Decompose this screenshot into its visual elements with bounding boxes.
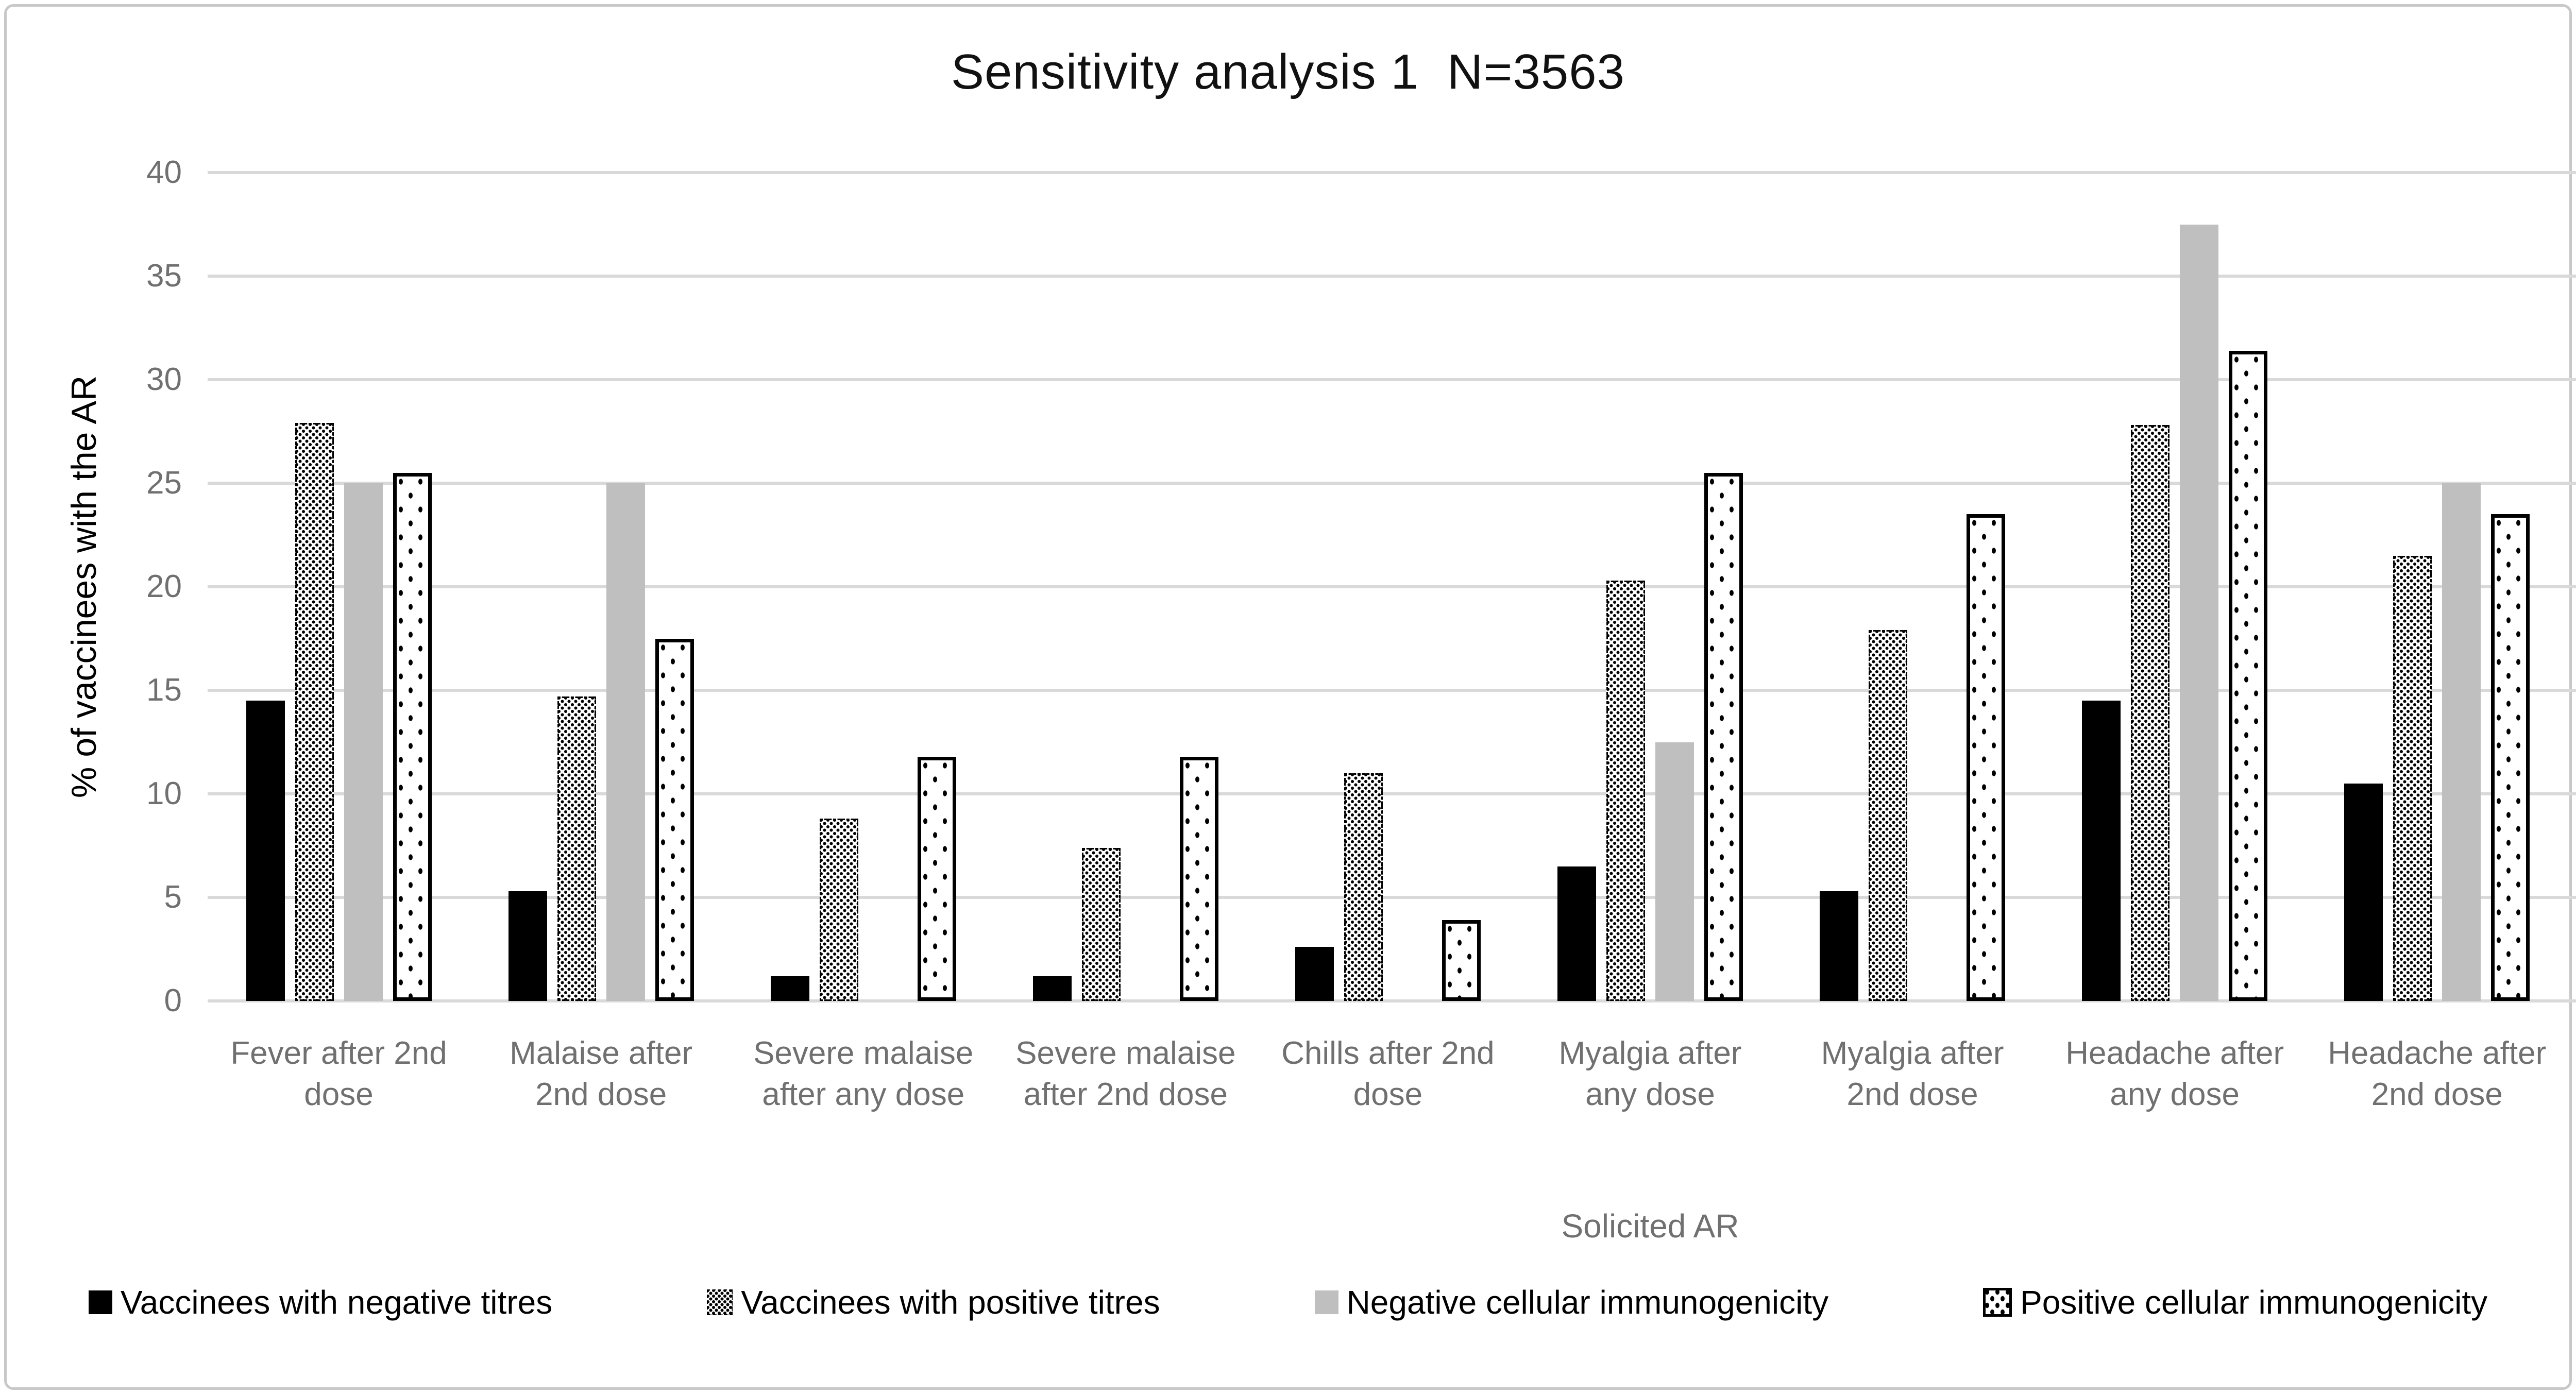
bar-series3-cat6 xyxy=(1655,742,1694,1001)
gridline-40 xyxy=(208,171,2576,174)
legend-item-label: Positive cellular immunogenicity xyxy=(2020,1284,2488,1321)
bar-series2-cat9 xyxy=(2393,555,2432,1001)
gridline-0 xyxy=(208,999,2576,1002)
chart-title: Sensitivity analysis 1 N=3563 xyxy=(951,44,1625,99)
bar-series4-cat7 xyxy=(1967,514,2006,1001)
bar-series1-cat3 xyxy=(770,976,809,1001)
y-tick-label-30: 30 xyxy=(146,362,182,397)
y-tick-label-15: 15 xyxy=(146,672,182,708)
x-tick-label-cat5: Chills after 2nd dose xyxy=(1281,1035,1495,1112)
x-axis-title: Solicited AR xyxy=(1561,1208,1739,1245)
bar-series2-cat1 xyxy=(295,423,334,1001)
bar-series2-cat2 xyxy=(557,696,596,1001)
gridline-35 xyxy=(208,275,2576,278)
bar-series2-cat3 xyxy=(819,819,858,1001)
legend-item-series2: Vaccinees with positive titres xyxy=(707,1283,1160,1321)
bar-series4-cat3 xyxy=(917,756,956,1001)
legend: Vaccinees with negative titres Vaccinees … xyxy=(7,1283,2569,1321)
legend-item-label: Vaccinees with negative titres xyxy=(120,1284,553,1321)
dotted-square-swatch-icon xyxy=(707,1289,733,1315)
bar-series1-cat6 xyxy=(1557,866,1596,1001)
legend-item-series3: Negative cellular immunogenicity xyxy=(1314,1283,1829,1321)
bar-series1-cat8 xyxy=(2082,701,2121,1001)
chart-frame: Sensitivity analysis 1 N=3563 % of vacci… xyxy=(4,4,2576,1390)
x-axis-tick-labels: Fever after 2nd dose Malaise after 2nd do… xyxy=(208,1033,2576,1187)
bar-series3-cat8 xyxy=(2180,224,2219,1001)
bar-series2-cat5 xyxy=(1344,773,1383,1001)
y-tick-label-20: 20 xyxy=(146,569,182,604)
bar-series4-cat5 xyxy=(1442,920,1481,1001)
x-tick-label-cat7: Myalgia after 2nd dose xyxy=(1821,1035,2004,1112)
outlined-dotted-square-swatch-icon xyxy=(1983,1288,2012,1317)
y-tick-label-25: 25 xyxy=(146,465,182,501)
legend-item-label: Negative cellular immunogenicity xyxy=(1346,1284,1829,1321)
gridline-30 xyxy=(208,378,2576,381)
bar-series1-cat1 xyxy=(246,701,285,1001)
x-tick-label-cat1: Fever after 2nd dose xyxy=(230,1035,447,1112)
bar-series1-cat2 xyxy=(508,891,547,1001)
bar-series3-cat1 xyxy=(344,483,383,1001)
gridline-20 xyxy=(208,585,2576,588)
bar-series3-cat2 xyxy=(606,483,645,1001)
bar-series1-cat9 xyxy=(2344,783,2383,1001)
y-tick-label-10: 10 xyxy=(146,776,182,811)
bar-series4-cat8 xyxy=(2229,350,2268,1001)
bar-series4-cat4 xyxy=(1179,756,1218,1001)
bar-series1-cat4 xyxy=(1032,976,1072,1001)
gray-square-swatch-icon xyxy=(1314,1290,1338,1314)
gridline-25 xyxy=(208,482,2576,485)
y-tick-label-5: 5 xyxy=(164,879,182,915)
y-tick-label-0: 0 xyxy=(164,983,182,1018)
bar-series2-cat4 xyxy=(1081,847,1121,1001)
legend-item-label: Vaccinees with positive titres xyxy=(741,1284,1160,1321)
x-tick-label-cat3: Severe malaise after any dose xyxy=(753,1035,974,1112)
bar-series4-cat6 xyxy=(1704,472,1743,1001)
gridline-10 xyxy=(208,792,2576,795)
bar-series2-cat6 xyxy=(1606,580,1645,1001)
bar-series1-cat7 xyxy=(1820,891,1859,1001)
plot-area xyxy=(208,171,2576,1002)
x-tick-label-cat4: Severe malaise after 2nd dose xyxy=(1015,1035,1236,1112)
bar-series2-cat7 xyxy=(1869,630,1908,1001)
bar-series1-cat5 xyxy=(1295,947,1334,1001)
black-square-swatch-icon xyxy=(88,1290,112,1314)
bar-series4-cat1 xyxy=(393,472,432,1001)
x-tick-label-cat8: Headache after any dose xyxy=(2065,1035,2284,1112)
legend-item-series4: Positive cellular immunogenicity xyxy=(1983,1283,2487,1321)
bar-series4-cat9 xyxy=(2491,514,2530,1001)
gridline-15 xyxy=(208,689,2576,692)
x-tick-label-cat6: Myalgia after any dose xyxy=(1558,1035,1742,1112)
bar-series4-cat2 xyxy=(655,638,694,1001)
gridline-5 xyxy=(208,896,2576,899)
legend-item-series1: Vaccinees with negative titres xyxy=(88,1283,553,1321)
bar-series2-cat8 xyxy=(2131,425,2170,1001)
bar-series3-cat9 xyxy=(2442,483,2481,1001)
y-tick-label-35: 35 xyxy=(146,258,182,294)
x-tick-label-cat2: Malaise after 2nd dose xyxy=(510,1035,693,1112)
x-tick-label-cat9: Headache after 2nd dose xyxy=(2328,1035,2547,1112)
y-tick-label-40: 40 xyxy=(146,155,182,190)
